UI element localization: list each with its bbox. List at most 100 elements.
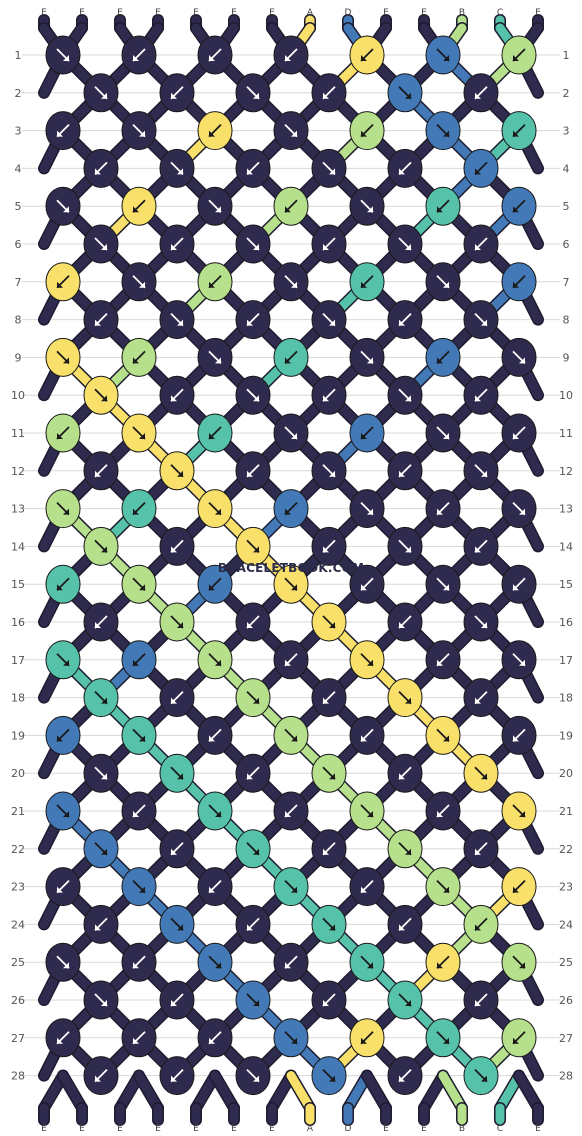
bottom-strand-label: E — [421, 1124, 427, 1134]
arrow-down-right-icon — [405, 848, 411, 855]
knot — [235, 148, 271, 188]
arrow-down-right-icon — [101, 244, 107, 250]
knot — [235, 224, 271, 264]
knot — [501, 640, 537, 680]
knot — [197, 489, 233, 529]
arrow-down-left-icon — [57, 433, 63, 439]
arrow-down-left-icon — [475, 92, 481, 99]
knot — [83, 678, 119, 718]
arrow-down-left-icon — [209, 1037, 215, 1044]
knot — [159, 375, 195, 415]
knot — [121, 111, 157, 151]
knot — [463, 526, 499, 566]
knot — [501, 564, 537, 604]
knot — [121, 413, 157, 453]
top-strand-label: E — [193, 8, 199, 18]
row-number-right: 26 — [559, 994, 573, 1007]
arrow-down-left-icon — [171, 1000, 177, 1006]
arrow-down-left-icon — [399, 168, 405, 175]
knot — [83, 602, 119, 642]
knot — [235, 980, 271, 1020]
knot — [121, 715, 157, 755]
top-strand-label: E — [117, 8, 123, 18]
arrow-down-left-icon — [171, 848, 177, 855]
knot — [311, 602, 347, 642]
arrow-down-right-icon — [405, 1000, 411, 1006]
knot-grid — [45, 35, 537, 1096]
row-number-left: 12 — [11, 465, 25, 478]
knot — [45, 942, 81, 982]
row-number-left: 3 — [15, 125, 22, 138]
arrow-down-left-icon — [133, 206, 139, 213]
knot — [463, 73, 499, 113]
row-number-left: 2 — [15, 87, 22, 100]
knot — [235, 526, 271, 566]
row-number-left: 16 — [11, 616, 25, 629]
arrow-down-right-icon — [443, 584, 449, 591]
knot — [387, 526, 423, 566]
arrow-down-right-icon — [101, 697, 107, 704]
knot — [45, 111, 81, 151]
arrow-down-right-icon — [405, 697, 411, 704]
row-number-right: 7 — [563, 276, 570, 289]
knot — [197, 1018, 233, 1058]
knot — [45, 791, 81, 831]
arrow-down-left-icon — [247, 319, 253, 326]
knot — [425, 186, 461, 226]
bottom-strand-label: E — [155, 1124, 161, 1134]
arrow-down-left-icon — [171, 244, 177, 250]
arrow-down-left-icon — [399, 622, 405, 628]
arrow-down-left-icon — [361, 584, 367, 591]
knot — [425, 942, 461, 982]
knot — [197, 413, 233, 453]
bottom-strand-label: E — [79, 1124, 85, 1134]
knot — [159, 451, 195, 491]
knot — [387, 224, 423, 264]
arrow-down-right-icon — [329, 924, 335, 931]
row-number-right: 20 — [559, 767, 573, 780]
knot — [197, 186, 233, 226]
arrow-down-right-icon — [329, 470, 335, 477]
knot — [387, 148, 423, 188]
knot — [501, 489, 537, 529]
knot — [425, 413, 461, 453]
knot — [273, 413, 309, 453]
bottom-strand-stub — [362, 1071, 391, 1113]
arrow-down-right-icon — [177, 319, 183, 326]
knot — [387, 602, 423, 642]
arrow-down-left-icon — [399, 470, 405, 477]
row-number-left: 25 — [11, 956, 25, 969]
arrow-down-left-icon — [437, 508, 443, 515]
knot — [273, 640, 309, 680]
row-number-right: 8 — [563, 314, 570, 327]
arrow-down-left-icon — [285, 206, 291, 213]
top-strand-label: E — [535, 8, 541, 18]
knot — [273, 337, 309, 377]
knot — [197, 791, 233, 831]
arrow-down-right-icon — [519, 508, 525, 515]
knot — [235, 753, 271, 793]
arrow-down-right-icon — [63, 508, 69, 515]
arrow-down-left-icon — [209, 130, 215, 137]
knot — [273, 262, 309, 302]
arrow-down-right-icon — [101, 773, 107, 780]
row-number-right: 1 — [563, 49, 570, 62]
row-number-right: 19 — [559, 729, 573, 742]
knot — [197, 640, 233, 680]
knot — [311, 829, 347, 869]
bottom-strand-stub — [514, 1071, 543, 1113]
row-number-right: 9 — [563, 351, 570, 364]
arrow-down-right-icon — [443, 433, 449, 439]
arrow-down-left-icon — [475, 1000, 481, 1006]
knot — [159, 753, 195, 793]
knot — [197, 262, 233, 302]
arrow-down-right-icon — [215, 811, 221, 817]
bottom-strand-label: E — [231, 1124, 237, 1134]
row-number-right: 6 — [563, 238, 570, 251]
arrow-down-right-icon — [215, 206, 221, 213]
row-number-left: 11 — [11, 427, 25, 440]
knot — [501, 35, 537, 75]
arrow-down-right-icon — [101, 395, 107, 402]
bottom-strand-label: E — [269, 1124, 275, 1134]
arrow-down-right-icon — [443, 735, 449, 742]
